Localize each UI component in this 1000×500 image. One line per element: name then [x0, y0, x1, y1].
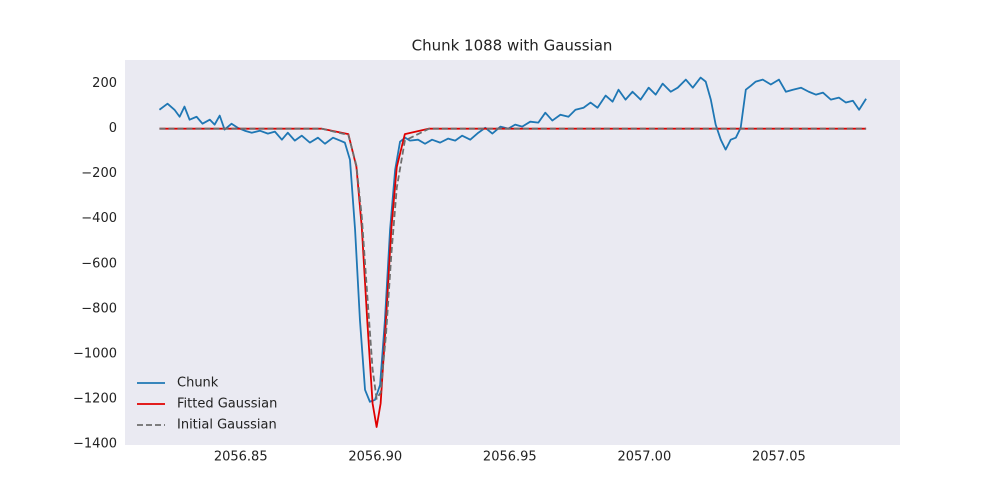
plot-area	[125, 60, 900, 445]
chart-title: Chunk 1088 with Gaussian	[412, 37, 613, 55]
x-tick-label: 2056.90	[348, 450, 402, 465]
legend-label: Fitted Gaussian	[177, 397, 277, 412]
y-tick-label: 0	[109, 121, 117, 136]
y-tick-label: −400	[81, 211, 117, 226]
y-tick-label: −600	[81, 256, 117, 271]
x-tick-label: 2057.00	[617, 450, 671, 465]
y-tick-label: 200	[92, 76, 117, 91]
series-line	[159, 127, 867, 400]
y-tick-label: −1000	[73, 346, 117, 361]
y-tick-label: −1400	[73, 436, 117, 451]
y-tick-label: −800	[81, 301, 117, 316]
y-tick-label: −200	[81, 166, 117, 181]
legend-label: Initial Gaussian	[177, 418, 277, 433]
legend-label: Chunk	[177, 376, 219, 391]
x-tick-label: 2056.95	[483, 450, 537, 465]
x-tick-label: 2056.85	[214, 450, 268, 465]
y-tick-label: −1200	[73, 391, 117, 406]
x-tick-label: 2057.05	[752, 450, 806, 465]
series-line	[158, 76, 867, 403]
